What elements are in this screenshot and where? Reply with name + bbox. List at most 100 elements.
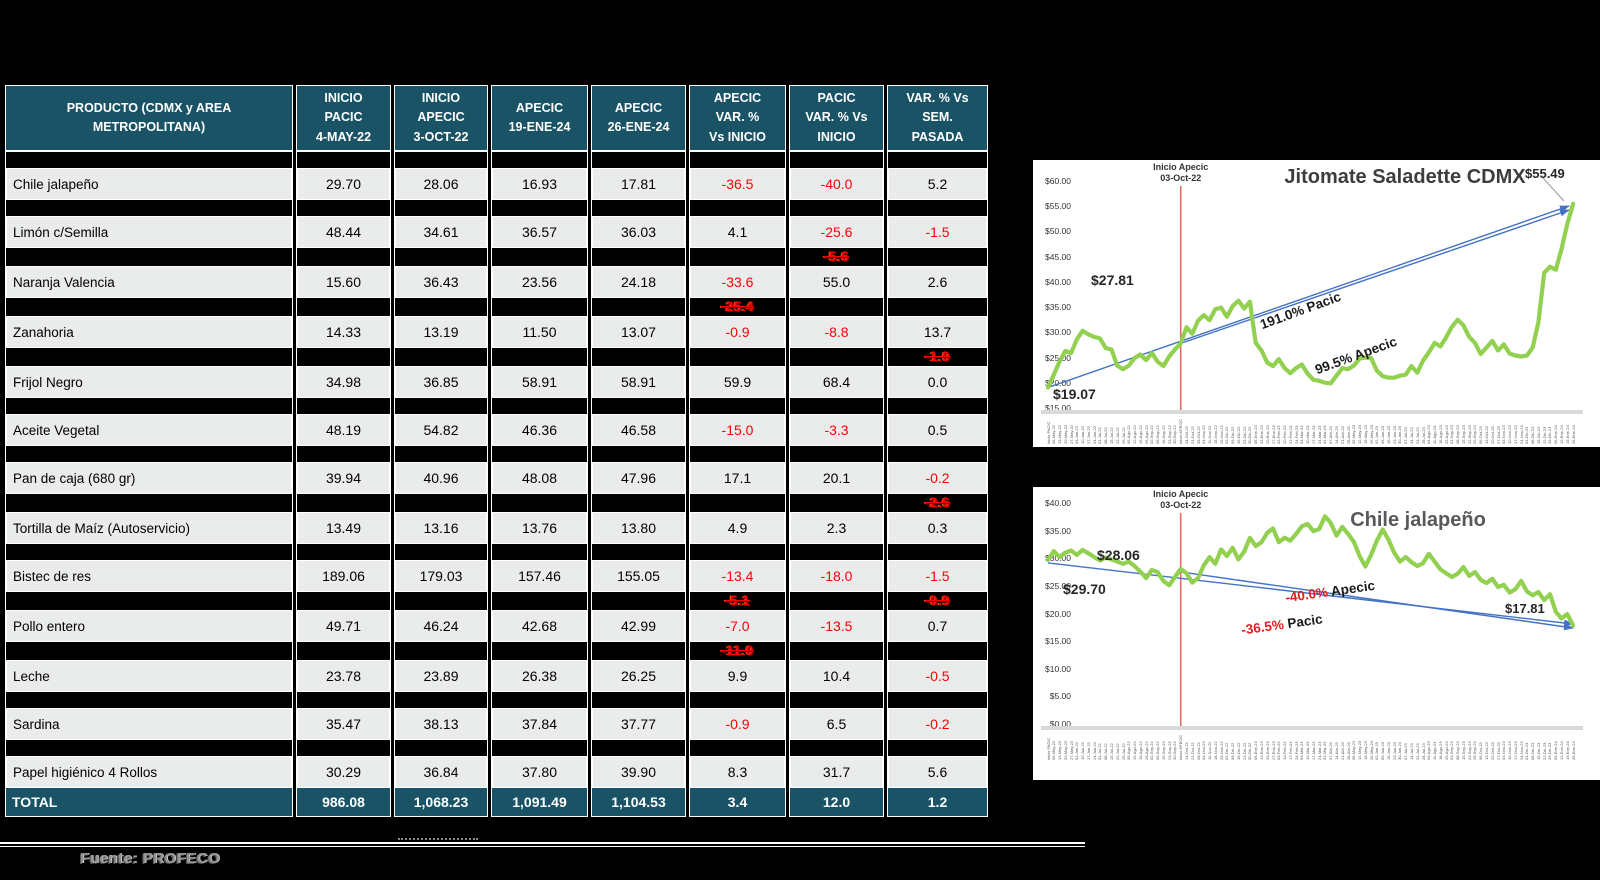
cell-inicio_pacic: 30.29	[296, 757, 391, 787]
cell-apecic_19: 36.57	[491, 217, 588, 247]
cell-apecic_var: -15.0	[689, 415, 786, 445]
separator-cell	[5, 347, 293, 367]
cell-pacic_var: -13.5	[789, 611, 884, 641]
cell-apecic_var: 4.9	[689, 513, 786, 543]
cell-apecic_26: 17.81	[591, 169, 686, 199]
cell-pacic_var: -8.8	[789, 317, 884, 347]
price-table: PRODUCTO (CDMX y AREA METROPOLITANA) INICI…	[2, 85, 991, 817]
cell-apecic_19: 42.68	[491, 611, 588, 641]
separator-cell	[689, 199, 786, 217]
separator-cell	[5, 641, 293, 661]
overwritten-value: -1.0	[924, 349, 951, 364]
separator-cell	[491, 691, 588, 709]
separator-cell	[394, 691, 488, 709]
separator-cell	[789, 397, 884, 415]
separator-row: -1.0	[5, 347, 988, 367]
cell-inicio_apecic: 54.82	[394, 415, 488, 445]
cell-apecic_26: 47.96	[591, 463, 686, 493]
separator-cell	[887, 151, 988, 169]
start-price-annotation: $29.70	[1063, 581, 1106, 597]
table-row: Papel higiénico 4 Rollos 30.29 36.84 37.80 3…	[5, 757, 988, 787]
separator-cell	[591, 691, 686, 709]
cell-product: Papel higiénico 4 Rollos	[5, 757, 293, 787]
cell-product: Sardina	[5, 709, 293, 739]
separator-cell	[491, 445, 588, 463]
separator-cell	[394, 199, 488, 217]
table-row: Naranja Valencia 15.60 36.43 23.56 24.18 -33.…	[5, 267, 988, 297]
cell-apecic_var: 17.1	[689, 463, 786, 493]
separator-cell	[887, 543, 988, 561]
separator-cell	[789, 199, 884, 217]
separator-cell	[689, 493, 786, 513]
y-axis-tick: $20.00	[1045, 377, 1071, 388]
separator-cell	[887, 247, 988, 267]
cell-product: Frijol Negro	[5, 367, 293, 397]
total-cell-inicio_apecic: 1,068.23	[394, 787, 488, 817]
y-axis-tick: $45.00	[1045, 251, 1071, 262]
separator-cell	[591, 493, 686, 513]
separator-cell	[394, 739, 488, 757]
table-header: PRODUCTO (CDMX y AREA METROPOLITANA) INICI…	[5, 85, 988, 151]
y-axis-tick: $20.00	[1045, 608, 1071, 619]
inicio-price-annotation: $28.06	[1097, 547, 1140, 563]
separator-cell	[491, 297, 588, 317]
overwritten-value: -2.6	[924, 495, 951, 510]
separator-cell	[491, 739, 588, 757]
cell-apecic_19: 46.36	[491, 415, 588, 445]
separator-cell	[394, 297, 488, 317]
cell-apecic_19: 16.93	[491, 169, 588, 199]
total-row: TOTAL 986.08 1,068.23 1,091.49 1,104.53 3.4 12…	[5, 787, 988, 817]
cell-apecic_var: 59.9	[689, 367, 786, 397]
separator-cell	[296, 543, 391, 561]
cell-product: Aceite Vegetal	[5, 415, 293, 445]
separator-cell	[5, 297, 293, 317]
cell-product: Naranja Valencia	[5, 267, 293, 297]
cell-var_sem: -0.5	[887, 661, 988, 691]
total-cell-apecic_var: 3.4	[689, 787, 786, 817]
separator-cell: -5.6	[789, 247, 884, 267]
cell-var_sem: 5.2	[887, 169, 988, 199]
cell-inicio_pacic: 49.71	[296, 611, 391, 641]
separator-row	[5, 445, 988, 463]
separator-cell	[591, 543, 686, 561]
y-axis-tick: $0.00	[1049, 719, 1071, 729]
separator-cell	[5, 397, 293, 415]
separator-cell	[394, 247, 488, 267]
cell-inicio_apecic: 38.13	[394, 709, 488, 739]
separator-cell	[689, 543, 786, 561]
column-header-pacic_var: PACIC VAR. % Vs INICIO	[789, 85, 884, 151]
separator-cell	[394, 641, 488, 661]
cell-apecic_19: 157.46	[491, 561, 588, 591]
cell-apecic_26: 39.90	[591, 757, 686, 787]
cell-inicio_pacic: 34.98	[296, 367, 391, 397]
inicio-price-annotation: $27.81	[1091, 272, 1134, 288]
cell-inicio_pacic: 23.78	[296, 661, 391, 691]
cell-apecic_19: 48.08	[491, 463, 588, 493]
y-axis-tick: $10.00	[1045, 663, 1071, 674]
overwritten-value: -11.0	[721, 643, 754, 658]
separator-cell	[789, 691, 884, 709]
separator-cell	[689, 691, 786, 709]
separator-cell	[491, 151, 588, 169]
column-header-inicio_apecic: INICIO APECIC 3-OCT-22	[394, 85, 488, 151]
separator-cell	[789, 641, 884, 661]
y-axis-tick: $15.00	[1045, 403, 1071, 413]
cell-product: Leche	[5, 661, 293, 691]
cell-apecic_26: 46.58	[591, 415, 686, 445]
total-cell-var_sem: 1.2	[887, 787, 988, 817]
cell-var_sem: 0.7	[887, 611, 988, 641]
cell-pacic_var: -25.6	[789, 217, 884, 247]
footer-rule-bottom	[0, 846, 1085, 847]
table-row: Tortilla de Maíz (Autoservicio) 13.49 13.1…	[5, 513, 988, 543]
cell-apecic_var: 9.9	[689, 661, 786, 691]
separator-cell	[689, 151, 786, 169]
separator-row: -5.1 -0.9	[5, 591, 988, 611]
cell-inicio_pacic: 15.60	[296, 267, 391, 297]
cell-pacic_var: -40.0	[789, 169, 884, 199]
separator-cell	[591, 151, 686, 169]
separator-cell	[296, 151, 391, 169]
separator-row	[5, 691, 988, 709]
cell-apecic_var: -33.6	[689, 267, 786, 297]
separator-cell	[491, 347, 588, 367]
cell-apecic_19: 23.56	[491, 267, 588, 297]
